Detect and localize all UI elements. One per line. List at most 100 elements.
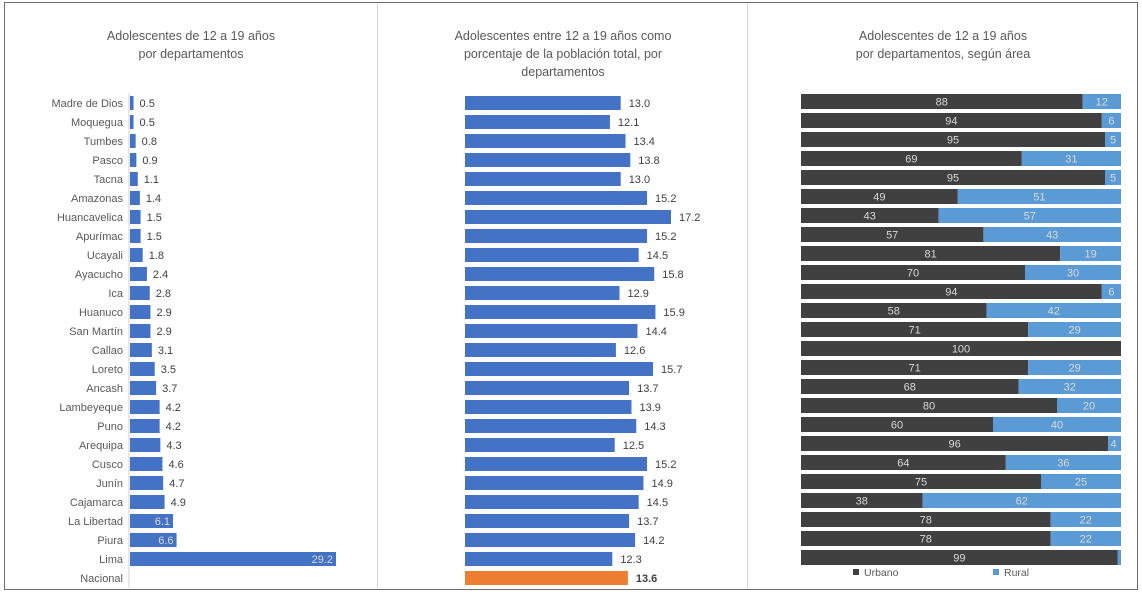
bar-rural [1105,132,1121,147]
bar-rural [922,493,1121,508]
panel-porcentaje-poblacion: Adolescentes entre 12 a 19 años como por… [377,3,748,589]
category-label: Piura [97,535,124,547]
bar [130,514,174,528]
category-label: Huanuco [79,307,123,319]
bar [130,172,138,186]
data-label-urbano: 38 [856,496,868,508]
bar-urbano [801,170,1105,185]
bar [465,172,621,186]
category-label: Lambeyeque [59,402,123,414]
data-label-rural: 40 [1051,420,1063,432]
data-label: 13.4 [633,136,654,148]
data-label: 2.9 [156,307,171,319]
data-label-rural: 12 [1096,97,1108,109]
bar-rural [1117,550,1121,565]
data-label-urbano: 78 [920,515,932,527]
category-label: Ucayali [87,250,123,262]
data-label-rural: 30 [1067,268,1079,280]
data-label: 15.9 [663,307,684,319]
bar [130,476,164,490]
category-label: Callao [92,345,123,357]
bar-urbano [801,284,1102,299]
bar [130,267,147,281]
data-label-urbano: 94 [945,287,957,299]
data-label: 14.5 [647,497,668,509]
bar [465,419,637,433]
data-label: 14.4 [645,326,666,338]
bar [465,267,655,281]
data-label-urbano: 71 [908,363,920,375]
data-label-rural: 42 [1048,306,1060,318]
bar [465,476,644,490]
data-label-urbano: 58 [888,306,900,318]
bar-urbano [801,113,1102,128]
panel-adolescentes-departamentos: Adolescentes de 12 a 19 años por departa… [5,3,377,589]
chart-2-svg: 13.012.113.413.813.015.217.215.214.515.8… [465,96,700,585]
bar-urbano [801,379,1019,394]
data-label-urbano: 80 [923,401,935,413]
data-label: 14.3 [644,421,665,433]
data-label-urbano: 94 [945,116,957,128]
data-label: 14.9 [651,478,672,490]
data-label: 13.0 [629,174,650,186]
bar [465,400,632,414]
bar [130,552,336,566]
data-label: 29.2 [312,554,333,566]
data-label: 15.2 [655,459,676,471]
data-label: 0.8 [142,136,157,148]
bar-urbano [801,474,1041,489]
bar-rural [1018,379,1121,394]
chart-3-svg: 88 12 94 6 95 5 69 31 95 5 49 51 43 57 57 43 81 19 70 30 94 6… [801,94,1121,579]
category-label: Loreto [92,364,123,376]
data-label-urbano: 95 [947,173,959,185]
bar [465,115,610,129]
bar-rural [1028,360,1121,375]
data-label: 0.9 [142,155,157,167]
category-label: Junín [96,478,123,490]
bar-urbano [801,360,1029,375]
bar-urbano [801,94,1083,109]
bar-urbano [801,493,923,508]
data-label-rural: 25 [1075,477,1087,489]
bar-rural [1050,531,1121,546]
bar [465,381,630,395]
category-label: Arequipa [79,440,124,452]
data-label: 3.1 [158,345,173,357]
bar [465,457,648,471]
data-label-rural: 43 [1046,230,1058,242]
bar [465,514,630,528]
category-label: Cajamarca [70,497,124,509]
data-label-rural: 20 [1083,401,1095,413]
bar [465,533,636,547]
bar-highlight [465,571,628,585]
bar-rural [957,189,1121,204]
data-label: 6.6 [158,535,173,547]
data-label: 1.8 [149,250,164,262]
bar [130,305,151,319]
data-label-rural: 31 [1065,154,1077,166]
bar-urbano [801,189,958,204]
data-label-urbano: 68 [904,382,916,394]
legend-swatch-rural [993,569,999,575]
bar-urbano [801,512,1051,527]
bar-urbano [801,151,1022,166]
bar-urbano [801,208,939,223]
bar [465,438,615,452]
bar [130,495,165,509]
data-label: 13.8 [638,155,659,167]
data-label: 4.3 [166,440,181,452]
data-label-urbano: 88 [936,97,948,109]
bar [130,134,136,148]
legend-label-rural: Rural [1004,567,1029,579]
bar-rural [1050,512,1121,527]
data-label: 14.2 [643,535,664,547]
bar-urbano [801,455,1006,470]
data-label: 12.6 [624,345,645,357]
data-label: 13.9 [639,402,660,414]
data-label: 4.2 [166,421,181,433]
data-label: 12.1 [618,117,639,129]
bar-rural [1101,113,1121,128]
data-label-urbano: 71 [908,325,920,337]
data-label: 13.7 [637,383,658,395]
bar-urbano [801,341,1121,356]
